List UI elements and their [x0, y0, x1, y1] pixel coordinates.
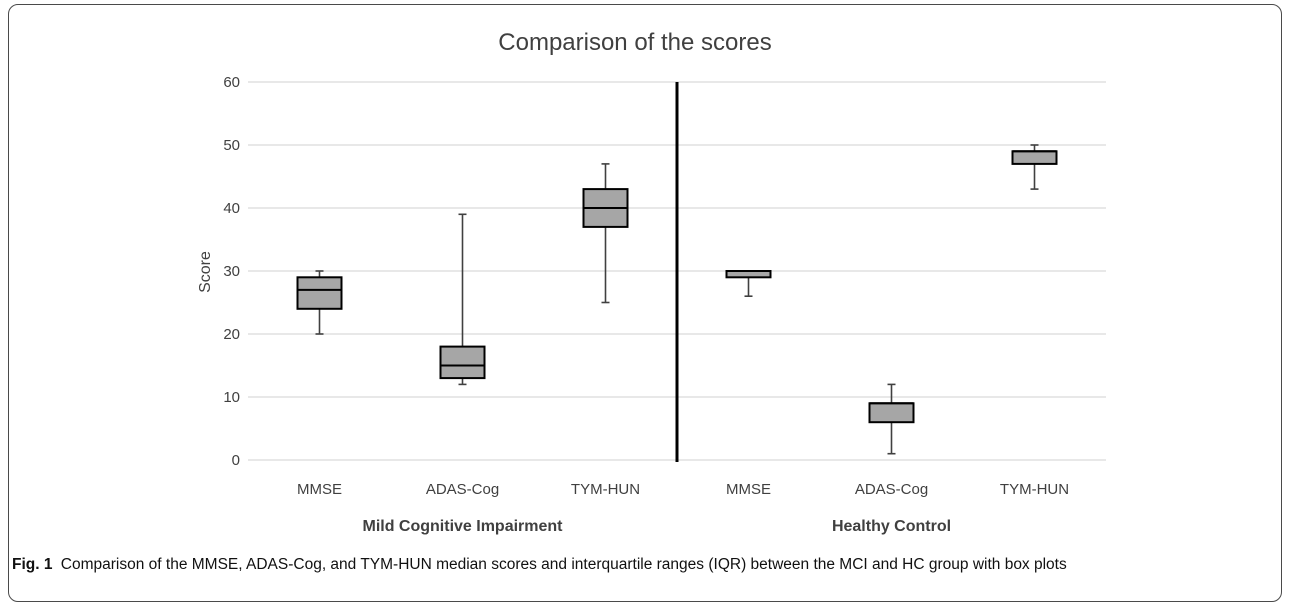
- category-label: TYM-HUN: [1000, 481, 1069, 498]
- y-tick-label: 60: [223, 74, 240, 91]
- gridlines: [248, 81, 1106, 462]
- chart-title: Comparison of the scores: [498, 29, 771, 56]
- y-axis-label: Score: [197, 251, 214, 293]
- y-tick-labels: 0 10 20 30 40 50 60: [223, 74, 240, 469]
- category-label: ADAS-Cog: [855, 481, 928, 498]
- category-labels: Mild Cognitive Impairment MMSE ADAS-Cog TYM…: [297, 481, 1069, 535]
- caption-label: Fig. 1: [12, 556, 53, 573]
- iqr-box: [868, 402, 915, 424]
- box-plot-1-1: [868, 383, 915, 455]
- category-label: MMSE: [297, 481, 342, 498]
- box-plot-chart: Comparison of the scores Score 0 10 20 30 40…: [197, 29, 1106, 535]
- box-plot-0-1: [439, 213, 486, 386]
- iqr-box: [439, 345, 486, 380]
- group-label: Mild Cognitive Impairment: [362, 518, 563, 535]
- figure-caption: Fig. 1 Comparison of the MMSE, ADAS-Cog,…: [12, 554, 1274, 576]
- y-tick-label: 20: [223, 326, 240, 343]
- iqr-box: [1011, 150, 1058, 165]
- y-tick-label: 30: [223, 263, 240, 280]
- y-tick-label: 50: [223, 137, 240, 154]
- boxes: [296, 144, 1058, 455]
- y-tick-label: 10: [223, 389, 240, 406]
- caption-text: Comparison of the MMSE, ADAS-Cog, and TY…: [60, 556, 1067, 573]
- figure-frame: [8, 4, 1282, 602]
- box-plot-1-0: [725, 270, 772, 298]
- category-label: MMSE: [726, 481, 771, 498]
- box-plot-0-2: [582, 163, 629, 304]
- group-label: Healthy Control: [832, 518, 951, 535]
- box-plot-0-0: [296, 270, 343, 335]
- iqr-box: [296, 276, 343, 310]
- y-tick-label: 0: [232, 452, 240, 469]
- category-label: TYM-HUN: [571, 481, 640, 498]
- box-plot-1-2: [1011, 144, 1058, 190]
- category-label: ADAS-Cog: [426, 481, 499, 498]
- y-tick-label: 40: [223, 200, 240, 217]
